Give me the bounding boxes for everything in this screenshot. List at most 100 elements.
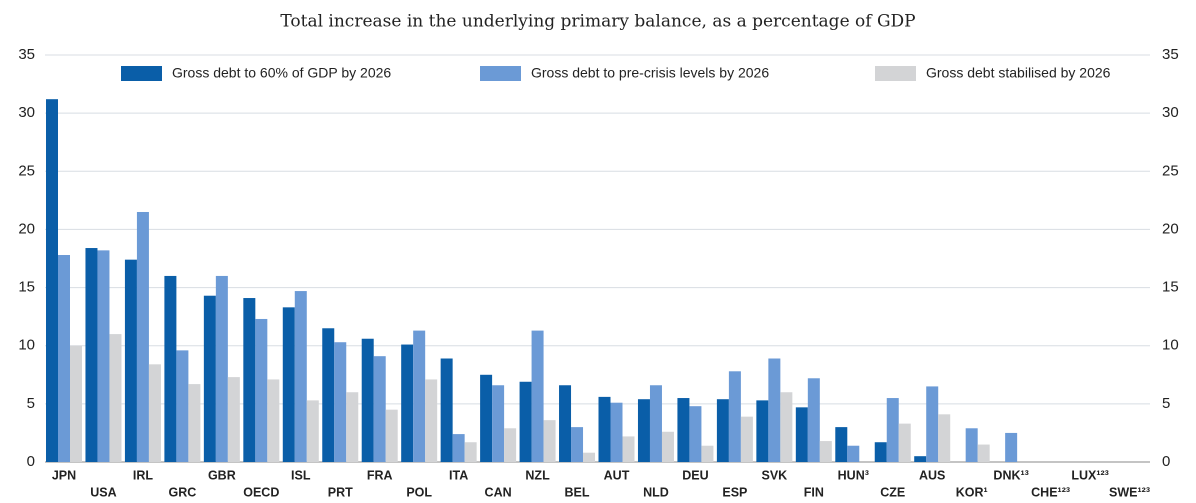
bar [322,328,335,462]
bar [543,420,556,462]
x-tick-label: GBR [208,468,236,482]
bar [571,427,584,462]
bar [492,385,505,462]
y-tick-label: 25 [18,162,35,179]
x-tick-label: FIN [804,485,824,499]
y-tick-label: 30 [18,104,35,121]
bar [203,295,216,462]
bar [282,307,295,462]
y-tick-label: 5 [27,395,35,412]
x-tick-label: POL [406,485,432,499]
bar [1005,432,1018,462]
bar [768,358,781,462]
x-tick-label: DEU [682,468,708,482]
x-tick-label: SVK [762,468,788,482]
bar [267,379,280,462]
x-tick-label: CAN [485,485,512,499]
bar [46,99,58,462]
y-tick-label-right: 10 [1162,337,1179,354]
bar [701,445,714,462]
bar [188,384,201,462]
bar [440,358,453,462]
bar [622,436,635,462]
bar [610,402,623,462]
bar [938,414,951,462]
x-tick-label: GRC [169,485,197,499]
bar [306,400,319,462]
legend-label: Gross debt to pre-crisis levels by 2026 [531,65,769,81]
y-tick-label-right: 25 [1162,162,1179,179]
y-tick-label: 35 [18,46,35,63]
bar [215,275,228,462]
x-tick-label: CHE¹²³ [1031,485,1070,499]
chart-subtitle: Total increase in the underlying primary… [280,12,915,32]
y-tick-label-right: 5 [1162,395,1170,412]
y-tick-label-right: 20 [1162,220,1179,237]
bar [425,379,438,462]
bar [176,350,189,462]
bar [464,442,477,462]
x-tick-label: PRT [328,485,353,499]
bar [965,428,978,462]
y-tick-label-right: 35 [1162,46,1179,63]
bar [874,442,887,462]
bar [835,427,848,462]
bar [807,378,820,462]
x-tick-label: ESP [722,485,747,499]
bar [728,371,741,462]
bar [373,356,386,462]
bar [756,400,769,462]
bar [346,392,359,462]
y-tick-label: 15 [18,279,35,296]
legend-label: Gross debt stabilised by 2026 [926,65,1111,81]
bar [898,423,911,462]
bar [519,381,532,462]
bar [914,456,927,462]
x-tick-label: OECD [243,485,279,499]
bar [452,434,465,462]
bar [58,255,70,462]
x-tick-label: NLD [643,485,669,499]
y-tick-label-right: 30 [1162,104,1179,121]
bar [886,398,899,462]
x-tick-label: JPN [52,468,76,482]
bar [85,248,98,462]
bar [294,291,307,462]
bar [385,409,398,462]
bar [413,330,426,462]
bar [716,399,729,462]
y-tick-label: 0 [27,453,35,470]
x-tick-label: KOR¹ [956,485,988,499]
bar [583,452,596,462]
bar [136,211,149,462]
x-tick-label: IRL [133,468,154,482]
x-tick-label: USA [90,485,116,499]
x-tick-label: AUS [919,468,945,482]
legend-swatch [480,66,521,81]
bar [637,399,650,462]
bar [649,385,662,462]
x-tick-label: SWE¹²³ [1109,485,1150,499]
bar [740,416,753,462]
x-tick-label: HUN³ [838,468,869,482]
legend-swatch [121,66,162,81]
y-tick-label: 20 [18,220,35,237]
bar [124,259,137,462]
x-tick-label: BEL [565,485,590,499]
bar [255,318,268,462]
y-tick-label-right: 15 [1162,279,1179,296]
x-tick-label: AUT [604,468,630,482]
bar [227,377,240,462]
x-tick-label: FRA [367,468,393,482]
bar [661,431,674,462]
bar [559,385,572,462]
bar [780,392,793,462]
bar [504,428,517,462]
bar [977,444,990,462]
bar [480,374,493,462]
bar [677,398,690,462]
x-tick-label: NZL [525,468,550,482]
bar [689,406,702,462]
bar [361,338,374,462]
